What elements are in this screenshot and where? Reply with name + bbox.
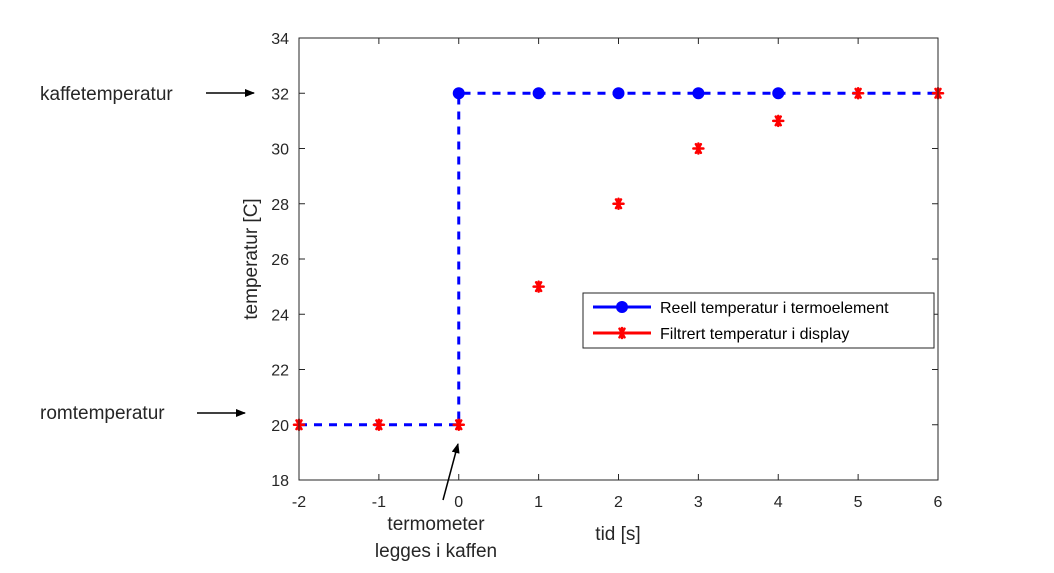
x-tick-label: 5	[854, 494, 863, 511]
y-tick-label: 32	[271, 86, 289, 103]
legend-label-blue: Reell temperatur i termoelement	[660, 300, 889, 317]
series-filtrert-point	[692, 142, 705, 155]
x-tick-label: 4	[774, 494, 783, 511]
x-tick-label: 6	[934, 494, 943, 511]
annotation-termometer-line2: legges i kaffen	[375, 541, 497, 562]
y-tick-label: 34	[271, 31, 289, 48]
series-reell-point	[612, 87, 625, 100]
annotation-romtemperatur: romtemperatur	[40, 403, 165, 424]
series-reell-point	[692, 87, 705, 100]
y-tick-label: 26	[271, 252, 289, 269]
x-tick-label: 0	[454, 494, 463, 511]
y-tick-label: 24	[271, 307, 289, 324]
series-reell-point	[452, 87, 465, 100]
annotation-kaffetemperatur: kaffetemperatur	[40, 84, 173, 105]
legend-star-glyph	[615, 326, 629, 340]
legend-marker-blue	[616, 301, 628, 313]
legend: Reell temperatur i termoelement Filtrert…	[582, 292, 935, 349]
plot-area	[299, 38, 938, 480]
series-filtrert-point	[452, 418, 465, 431]
plot-frame	[298, 37, 939, 481]
y-ticks: 18 20 22 24 26 28 30 32 34	[271, 31, 938, 490]
x-tick-label: 2	[614, 494, 623, 511]
y-tick-label: 30	[271, 142, 289, 159]
y-axis-label: temperatur [C]	[241, 198, 262, 319]
x-axis-label: tid [s]	[595, 524, 640, 545]
annotation-termometer-line1: termometer	[387, 514, 485, 535]
series-filtrert-point	[612, 197, 625, 210]
y-tick-label: 28	[271, 197, 289, 214]
annotation-termometer-arrow	[442, 443, 460, 501]
series-filtrert-temperatur	[292, 87, 945, 431]
x-tick-label: -1	[372, 494, 386, 511]
legend-box	[582, 292, 935, 349]
y-tick-label: 20	[271, 418, 289, 435]
series-reell-point	[532, 87, 545, 100]
legend-marker-red	[615, 326, 629, 340]
series-reell-point	[772, 87, 785, 100]
y-tick-label: 22	[271, 363, 289, 380]
x-tick-label: 3	[694, 494, 703, 511]
series-filtrert-point	[372, 418, 386, 431]
series-filtrert-point	[532, 280, 545, 293]
y-tick-label: 18	[271, 473, 289, 490]
series-filtrert-point	[772, 114, 785, 128]
legend-label-red: Filtrert temperatur i display	[660, 326, 849, 343]
x-tick-label: -2	[292, 494, 306, 511]
x-tick-label: 1	[534, 494, 543, 511]
series-filtrert-point	[851, 87, 865, 100]
